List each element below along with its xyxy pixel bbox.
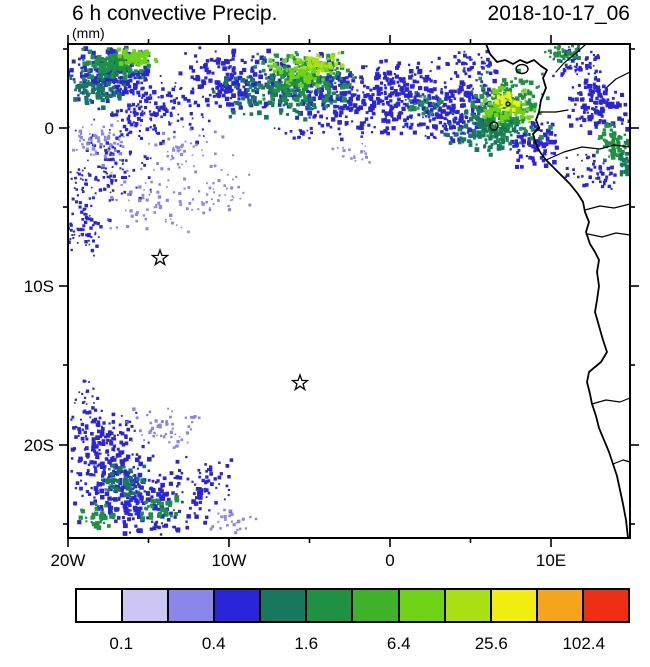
map-svg: 20W 10W 0 10E 0 10S 20S: [24, 35, 639, 570]
colorbar-cell: [123, 590, 170, 621]
colorbar-cell: [353, 590, 400, 621]
bioko-island: [515, 63, 529, 75]
star-marker: [290, 373, 310, 392]
principe-island: [505, 101, 511, 107]
colorbar-cell: [261, 590, 308, 621]
lon-tick-label: 10W: [212, 551, 247, 570]
coastline-layer: [485, 43, 631, 539]
colorbar-tick-label: 0.4: [201, 634, 226, 653]
colorbar-cell: [399, 590, 446, 621]
country-borders: [538, 43, 631, 465]
precip-layer: [69, 45, 629, 536]
map-frame: [67, 43, 631, 539]
star-marker: [150, 248, 170, 267]
colorbar-cell: [307, 590, 354, 621]
units-label: (mm): [72, 25, 105, 41]
lon-tick-label: 0: [385, 551, 394, 570]
plot-timestamp: 2018-10-17_06: [487, 2, 630, 25]
colorbar-cell: [537, 590, 584, 621]
colorbar-labels: 0.1 0.4 1.6 6.4 25.6 102.4: [75, 634, 630, 658]
colorbar-tick-label: 6.4: [386, 634, 411, 653]
colorbar-tick-label: 25.6: [474, 634, 508, 653]
colorbar: [75, 588, 630, 623]
coastline: [485, 43, 629, 539]
colorbar-cell: [169, 590, 216, 621]
colorbar-cell: [491, 590, 538, 621]
colorbar-tick-label: 1.6: [294, 634, 319, 653]
colorbar-tick-label: 102.4: [562, 634, 606, 653]
lat-tick-label: 20S: [24, 436, 54, 455]
colorbar-tick-label: 0.1: [109, 634, 134, 653]
lon-tick-label: 10E: [536, 551, 566, 570]
axis-ticks: [59, 35, 639, 547]
sao-tome-island: [489, 121, 499, 131]
storm-markers: [150, 248, 310, 392]
lon-tick-label: 20W: [51, 551, 86, 570]
colorbar-cell: [583, 590, 628, 621]
colorbar-cell: [445, 590, 492, 621]
lat-tick-label: 0: [45, 119, 54, 138]
axis-labels: 20W 10W 0 10E 0 10S 20S: [24, 119, 566, 570]
colorbar-cell: [215, 590, 262, 621]
colorbar-cell: [77, 590, 124, 621]
lat-tick-label: 10S: [24, 277, 54, 296]
plot-title: 6 h convective Precip.: [72, 2, 278, 25]
